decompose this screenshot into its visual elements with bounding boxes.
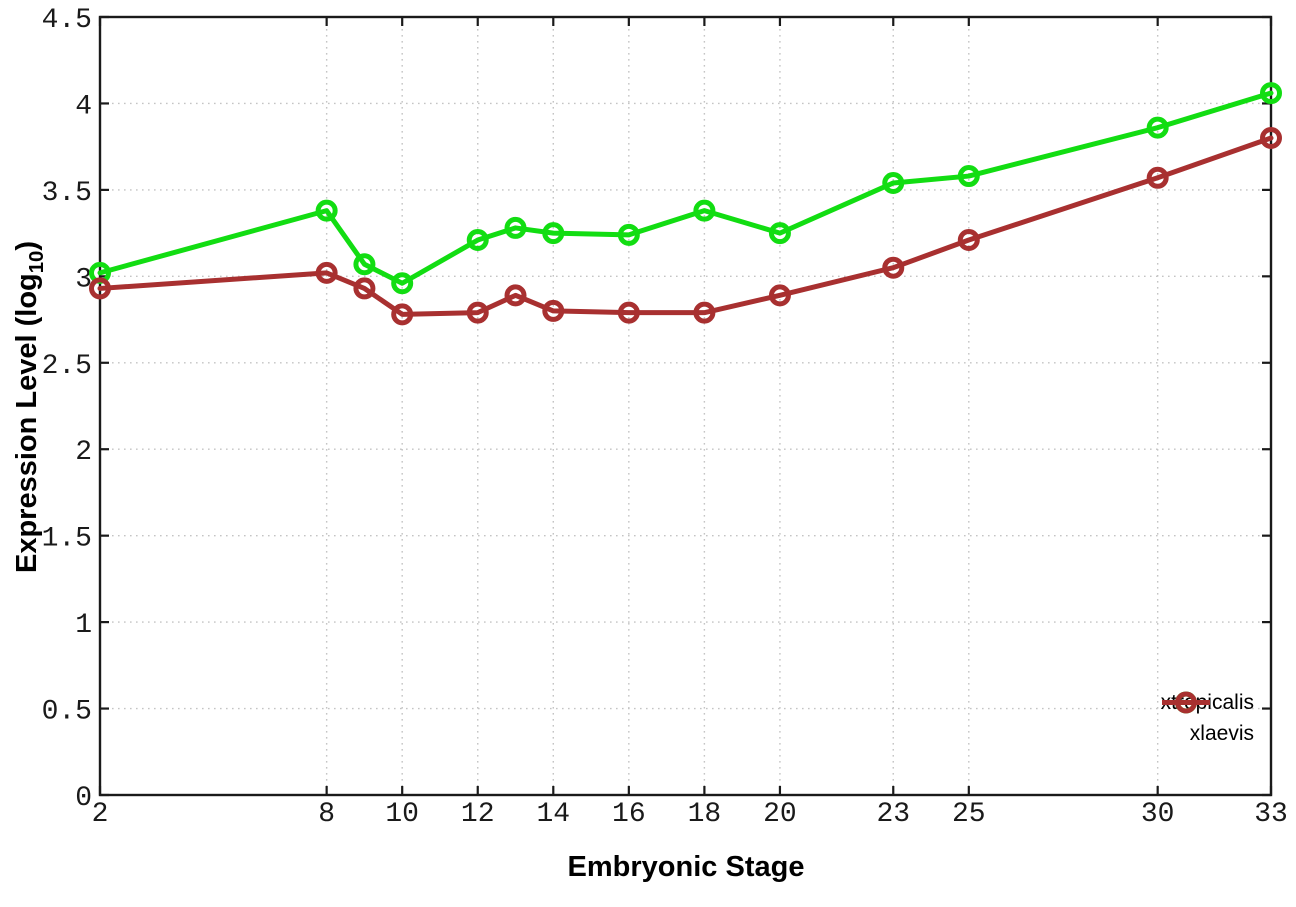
data-point-xtropicalis: [1260, 82, 1282, 105]
x-tick-label: 12: [461, 799, 495, 830]
legend-item-xlaevis: xlaevis: [1161, 691, 1262, 749]
legend-line-point-sample: [1161, 691, 1210, 714]
plot-border: [98, 15, 1273, 797]
y-tick-label: 4.5: [42, 5, 92, 36]
y-axis-title-text: Expression Level (log: [11, 273, 44, 573]
data-point-xlaevis: [353, 277, 376, 300]
y-tick-label: 2.5: [42, 351, 92, 382]
series-line-xtropicalis: [97, 90, 1274, 286]
data-point-xlaevis: [315, 261, 338, 284]
data-point-xlaevis: [1146, 166, 1169, 189]
x-tick-label: 20: [763, 799, 797, 830]
x-tick-label: 30: [1141, 799, 1175, 830]
data-point-xtropicalis: [315, 199, 338, 222]
y-axis-title: Expression Level (log10): [11, 241, 49, 573]
y-axis-title-suffix: ): [11, 241, 44, 251]
y-axis-title-subscript: 10: [25, 250, 48, 274]
y-tick-label: 0: [75, 783, 92, 814]
legend-label: xlaevis: [1189, 721, 1254, 745]
legend: xtropicalis xlaevis: [1161, 687, 1262, 749]
data-point-xtropicalis: [391, 272, 414, 295]
y-tick-label: 0.5: [42, 697, 92, 728]
x-axis-title: Embryonic Stage: [567, 851, 805, 883]
y-tick-label: 4: [75, 91, 92, 122]
data-point-xlaevis: [391, 303, 414, 326]
x-tick-label: 14: [536, 799, 570, 830]
data-point-xtropicalis: [957, 165, 980, 188]
x-tick-label: 33: [1254, 799, 1288, 830]
data-point-xlaevis: [882, 256, 905, 279]
y-tick-label: 3.5: [42, 178, 92, 209]
y-tick-label: 2: [75, 437, 92, 468]
data-point-xtropicalis: [617, 223, 640, 246]
data-point-xlaevis: [1260, 127, 1282, 150]
data-point-xtropicalis: [693, 199, 716, 222]
x-tick-label: 8: [318, 799, 335, 830]
data-point-xtropicalis: [466, 229, 489, 252]
y-tick-label: 3: [75, 264, 92, 295]
data-point-xtropicalis: [768, 222, 791, 245]
data-point-xlaevis: [693, 301, 716, 324]
y-tick-label: 1: [75, 610, 92, 641]
data-point-xlaevis: [89, 277, 111, 300]
data-point-xtropicalis: [542, 222, 565, 245]
data-point-xtropicalis: [353, 253, 376, 276]
data-point-xlaevis: [542, 299, 565, 322]
x-tick-label: 10: [385, 799, 419, 830]
data-point-xtropicalis: [1146, 116, 1169, 139]
x-tick-label: 18: [688, 799, 722, 830]
data-point-xlaevis: [957, 229, 980, 252]
x-tick-label: 16: [612, 799, 646, 830]
data-point-xlaevis: [466, 301, 489, 324]
data-point-xtropicalis: [882, 171, 905, 194]
data-point-xlaevis: [768, 284, 791, 307]
x-tick-label: 23: [876, 799, 910, 830]
y-tick-label: 1.5: [42, 524, 92, 555]
x-tick-label: 2: [92, 799, 109, 830]
data-point-xtropicalis: [504, 216, 527, 239]
data-point-xlaevis: [504, 284, 527, 307]
data-point-xlaevis: [617, 301, 640, 324]
x-tick-label: 25: [952, 799, 986, 830]
